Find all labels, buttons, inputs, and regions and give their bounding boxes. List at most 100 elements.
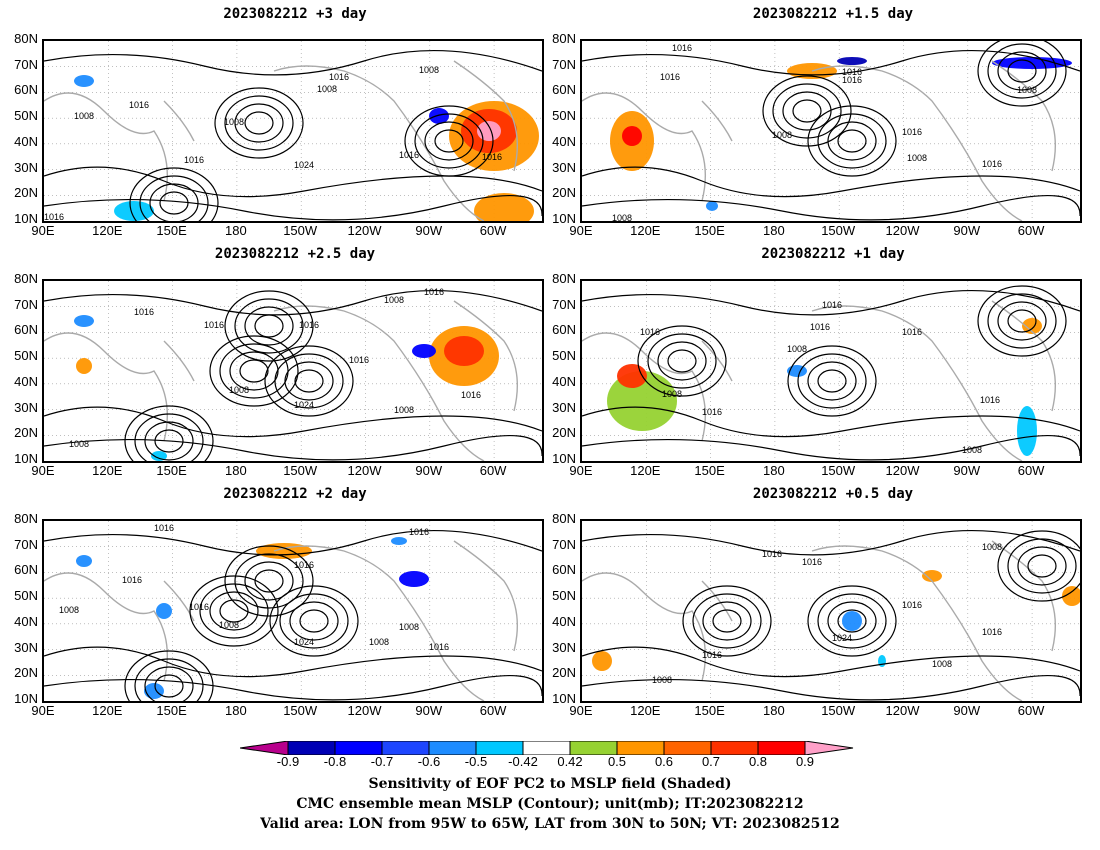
lon-tick-label: 180 — [225, 223, 247, 238]
map-panel-5: 1016 1016 1008 1016 1008 1016 1008 1024 1008 1016… — [42, 519, 544, 703]
lon-tick-label: 90E — [569, 463, 593, 478]
lon-tick-label: 180 — [225, 703, 247, 718]
lat-tick-label: 20N — [14, 185, 38, 201]
isobar — [817, 369, 847, 393]
isobar-label: 1024 — [294, 637, 314, 647]
sensitivity-shade — [622, 126, 642, 146]
isobar-label: 1008 — [652, 675, 672, 685]
lon-tick-label: 180 — [763, 223, 785, 238]
isobar — [139, 175, 209, 221]
lat-tick-label: 50N — [14, 108, 38, 124]
map-panel-6: 1016 1016 1008 1016 1024 1016 1008 1016 1008 — [580, 519, 1082, 703]
isobar — [224, 545, 314, 617]
lon-tick-label: 90W — [953, 703, 981, 718]
isobar — [977, 41, 1067, 107]
caption-line-2: CMC ensemble mean MSLP (Contour); unit(m… — [296, 796, 804, 812]
lon-tick-label: 150W — [821, 463, 856, 478]
coastline — [453, 540, 519, 652]
isobar — [1027, 554, 1057, 578]
isobar — [792, 99, 822, 123]
isobar — [134, 413, 204, 461]
isobar — [787, 345, 877, 417]
isobar-label: 1024 — [832, 633, 852, 643]
isobar-label: 1016 — [980, 395, 1000, 405]
colorbar-segment — [569, 741, 618, 755]
sensitivity-shade — [592, 651, 612, 671]
lat-tick-label: 20N — [552, 665, 576, 681]
lon-tick-label: 60W — [479, 463, 507, 478]
isobar-label: 1008 — [384, 295, 404, 305]
isobar — [244, 111, 274, 135]
isobar — [154, 429, 184, 453]
lon-tick-label: 150E — [156, 223, 187, 238]
coastline — [44, 572, 169, 682]
sensitivity-shade — [474, 193, 534, 221]
isobar-label: 1016 — [902, 600, 922, 610]
lat-tick-label: 10N — [552, 690, 576, 706]
isobar-label: 1008 — [772, 130, 792, 140]
isobar — [44, 166, 542, 198]
map-canvas: 1016 1016 1016 1016 1008 1008 1016 1016 1008 — [582, 281, 1080, 461]
isobar — [837, 609, 867, 633]
lat-tick-label: 70N — [552, 296, 576, 312]
lat-tick-label: 40N — [552, 133, 576, 149]
isobar-label: 1016 — [672, 43, 692, 53]
coastline — [163, 580, 195, 622]
sensitivity-shade — [399, 571, 429, 587]
lon-tick-label: 90W — [415, 463, 443, 478]
coastline — [582, 332, 707, 442]
lon-tick-label: 150W — [283, 463, 318, 478]
isobar-label: 1008 — [394, 405, 414, 415]
isobar-label: 1008 — [787, 344, 807, 354]
isobar — [414, 113, 484, 169]
map-panel-2: 1016 1016 1016 1016 1008 1016 1008 1016 1008 1008 — [580, 39, 1082, 223]
lat-tick-label: 40N — [552, 373, 576, 389]
isobar — [269, 585, 359, 657]
colorbar-tick-label: -0.8 — [323, 754, 347, 769]
isobar — [582, 674, 1080, 701]
isobar — [44, 49, 542, 76]
sensitivity-shade — [76, 358, 92, 374]
coastline — [811, 65, 1023, 221]
isobar — [124, 405, 214, 461]
isobar — [807, 585, 897, 657]
isobar — [582, 529, 1080, 556]
isobar-label: 1016 — [154, 523, 174, 533]
lon-tick-label: 120W — [885, 223, 920, 238]
isobar-label: 1016 — [640, 327, 660, 337]
lat-tick-label: 30N — [14, 399, 38, 415]
isobar-label: 1024 — [294, 160, 314, 170]
isobar — [159, 191, 189, 215]
isobar-label: 1008 — [1017, 85, 1037, 95]
coastline — [701, 100, 733, 142]
isobar — [44, 646, 542, 678]
lat-tick-label: 40N — [14, 613, 38, 629]
lat-tick-label: 70N — [14, 536, 38, 552]
lat-tick-label: 60N — [14, 322, 38, 338]
lon-tick-label: 60W — [1017, 703, 1045, 718]
lon-tick-label: 150W — [821, 703, 856, 718]
lat-tick-label: 20N — [14, 425, 38, 441]
isobar — [997, 51, 1047, 91]
isobar-label: 1016 — [982, 627, 1002, 637]
lon-tick-label: 150W — [283, 223, 318, 238]
sensitivity-shade — [412, 344, 436, 358]
lat-tick-label: 70N — [14, 56, 38, 72]
lat-tick-label: 70N — [552, 56, 576, 72]
colorbar-tick-label: 0.6 — [654, 754, 674, 769]
isobar-label: 1008 — [224, 117, 244, 127]
coastline — [991, 540, 1057, 652]
lat-tick-label: 30N — [552, 159, 576, 175]
coastline — [453, 300, 519, 412]
isobar-label: 1016 — [409, 527, 429, 537]
lon-tick-label: 120E — [92, 223, 123, 238]
lon-tick-label: 180 — [763, 463, 785, 478]
sensitivity-shade — [842, 611, 862, 631]
lat-tick-label: 60N — [14, 82, 38, 98]
lat-tick-label: 10N — [14, 450, 38, 466]
isobar — [254, 314, 284, 338]
isobar — [224, 290, 314, 362]
sensitivity-shade — [444, 336, 484, 366]
isobar — [1017, 546, 1067, 586]
isobar-label: 1024 — [294, 400, 314, 410]
